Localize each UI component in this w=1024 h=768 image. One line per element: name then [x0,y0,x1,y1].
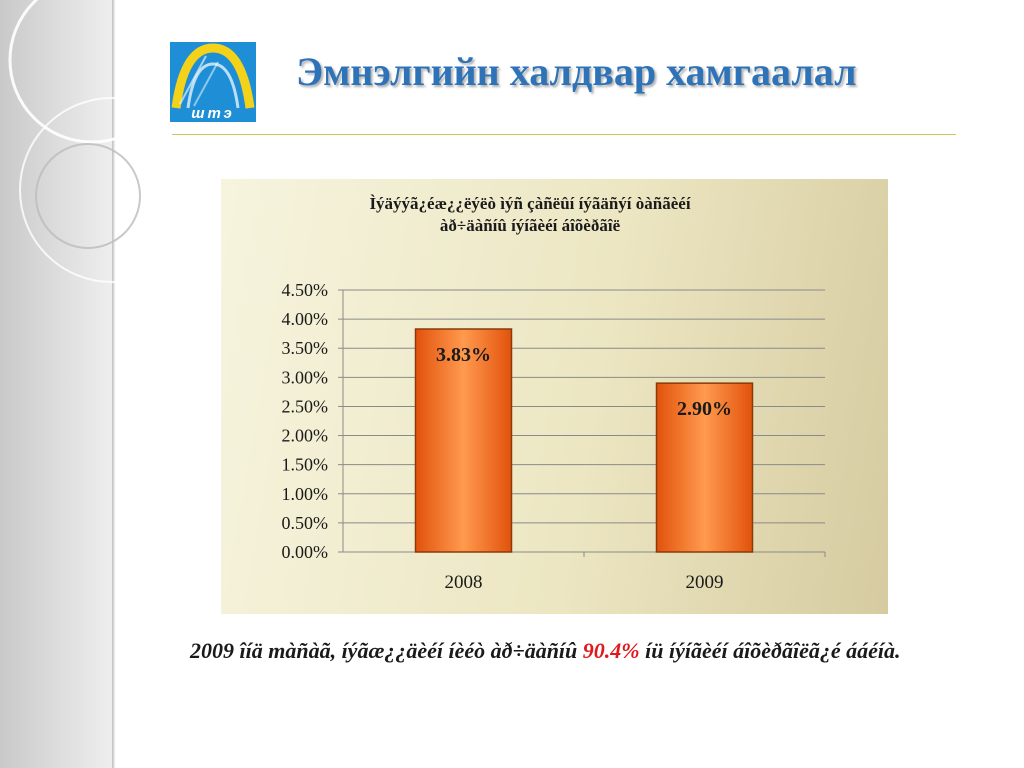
caption: 2009 îíä màñàã, íýãæ¿¿äèéí íèéò àð÷äàñíû… [190,634,970,668]
logo-text: штэ [191,105,235,122]
y-tick-label: 2.50% [282,396,329,416]
side-band-edge [112,0,115,768]
bar-2009 [655,382,754,553]
caption-highlight: 90.4% [582,638,640,663]
chart-title-line-1: Ìýäýýã¿éæ¿¿ëýëò ìýñ çàñëûí íýãäñýí òàñãè… [369,194,691,213]
x-tick-label-2008: 2008 [445,572,483,593]
y-tick-label: 0.50% [282,513,329,533]
chart-title: Ìýäýýã¿éæ¿¿ëýëò ìýñ çàñëûí íýãäñýí òàñãè… [230,193,830,237]
y-tick-label: 1.50% [282,455,329,475]
caption-text-start: 2009 îíä màñàã, íýãæ¿¿äèéí íèéò àð÷äàñíû [190,638,583,663]
side-band [0,0,112,768]
y-tick-label: 3.50% [282,338,329,358]
slide-title: Эмнэлгийн халдвар хамгаалал [296,49,857,94]
x-tick-label-2009: 2009 [686,572,724,593]
y-tick-label: 0.00% [282,542,329,562]
bars [414,328,754,553]
chart-title-line-2: àð÷äàñíû íýíãèéí áîõèðãîë [439,216,621,235]
bar-2008 [414,328,513,553]
labels: 0.00% 0.50% 1.00% 1.50% 2.00% 2.50% 3.00% 3.50%… [282,280,733,593]
y-tick-label: 1.00% [282,484,329,504]
chart-background [221,179,888,614]
y-tick-label: 3.00% [282,367,329,387]
logo-icon: штэ [170,42,256,122]
y-tick-label: 2.00% [282,426,329,446]
bar-chart: 0.00% 0.50% 1.00% 1.50% 2.00% 2.50% 3.00% 3.50%… [282,280,826,593]
data-label-2009: 2.90% [677,398,732,420]
data-label-2008: 3.83% [436,344,491,366]
y-tick-label: 4.00% [282,309,329,329]
caption-text-end: íü íýíãèéí áîõèðãîëã¿é ááéíà. [639,638,901,663]
y-tick-label: 4.50% [282,280,329,300]
title-divider [172,134,956,135]
